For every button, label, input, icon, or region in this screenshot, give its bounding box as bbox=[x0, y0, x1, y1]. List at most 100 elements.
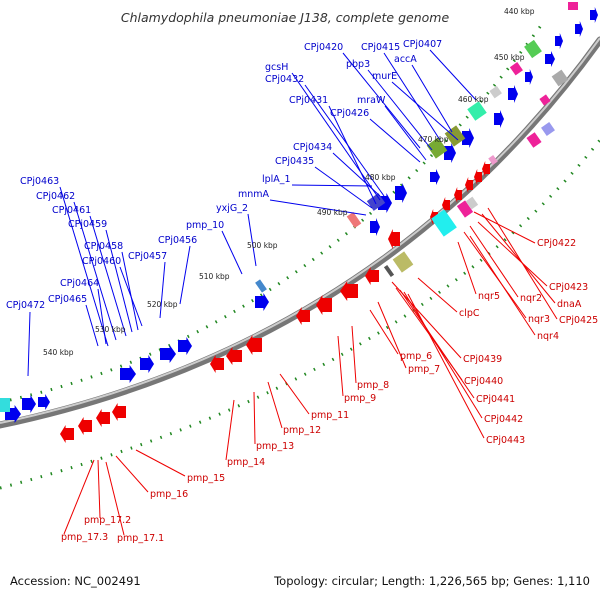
leader-line bbox=[403, 291, 483, 419]
feature-block bbox=[467, 101, 487, 121]
leader-line bbox=[247, 213, 257, 267]
gene-label: pmp_17.2 bbox=[84, 515, 131, 526]
feature-block bbox=[392, 251, 414, 273]
tick-label: 520 kbp bbox=[147, 300, 178, 309]
leader-line bbox=[332, 152, 381, 197]
leader-line bbox=[135, 449, 186, 477]
gene-label: CPj0439 bbox=[463, 354, 502, 365]
map-title: Chlamydophila pneumoniae J138, complete … bbox=[121, 10, 450, 25]
tick-label: 480 kbp bbox=[365, 173, 396, 182]
leader-line bbox=[383, 52, 441, 141]
forward-gene-arrow bbox=[508, 85, 518, 103]
forward-gene-arrow bbox=[430, 169, 440, 185]
gene-label: pbp3 bbox=[346, 59, 370, 70]
leader-line bbox=[225, 399, 235, 461]
forward-gene-arrow bbox=[494, 110, 504, 128]
forward-gene-arrow bbox=[140, 355, 154, 373]
gene-label: CPj0461 bbox=[52, 205, 91, 216]
forward-gene-arrow bbox=[120, 365, 136, 383]
gene-label: accA bbox=[394, 54, 417, 65]
gene-label: CPj0415 bbox=[361, 42, 400, 53]
leader-line bbox=[407, 293, 485, 439]
feature-block bbox=[426, 137, 448, 159]
gene-label: CPj0432 bbox=[265, 74, 304, 85]
forward-gene-arrow bbox=[395, 183, 407, 203]
forward-gene-arrow bbox=[575, 21, 583, 37]
gene-label: CPj0464 bbox=[60, 278, 99, 289]
leader-line bbox=[469, 235, 536, 336]
forward-gene-arrow bbox=[22, 395, 36, 413]
reverse-gene-arrow bbox=[246, 335, 262, 355]
leader-line bbox=[115, 455, 149, 493]
tick-label: 530 kbp bbox=[95, 325, 126, 334]
leader-line bbox=[85, 304, 99, 347]
leader-line bbox=[463, 231, 527, 319]
leader-line bbox=[457, 241, 477, 295]
gene-label: CPj0441 bbox=[476, 394, 515, 405]
leader-line bbox=[105, 229, 133, 333]
accession-text: Accession: NC_002491 bbox=[10, 574, 141, 588]
leader-line bbox=[328, 105, 377, 205]
gene-label: CPj0434 bbox=[293, 142, 332, 153]
leader-line bbox=[279, 373, 310, 415]
gene-label: nqr4 bbox=[537, 331, 559, 342]
leader-line bbox=[367, 69, 433, 151]
leader-line bbox=[73, 201, 117, 341]
gene-label: CPj0443 bbox=[486, 435, 525, 446]
gene-label: clpC bbox=[459, 308, 480, 319]
leader-line bbox=[105, 461, 125, 536]
gene-label: pmp_13 bbox=[256, 441, 294, 452]
leader-line bbox=[417, 277, 458, 313]
reverse-gene-arrow bbox=[482, 161, 490, 177]
tick-label: 460 kbp bbox=[458, 95, 489, 104]
inner-tick-track bbox=[0, 139, 600, 490]
forward-gene-arrow bbox=[444, 143, 456, 163]
gene-label: dnaA bbox=[557, 299, 582, 310]
leader-line bbox=[399, 289, 475, 399]
feature-block bbox=[431, 209, 457, 237]
tick-label: 470 kbp bbox=[418, 135, 449, 144]
gene-label: CPj0459 bbox=[68, 219, 107, 230]
reverse-gene-arrow bbox=[388, 229, 400, 249]
gene-label: pmp_17.1 bbox=[117, 533, 164, 544]
gene-label: pmp_6 bbox=[400, 351, 432, 362]
feature-block bbox=[255, 279, 267, 293]
gene-label: CPj0457 bbox=[128, 251, 167, 262]
leader-line bbox=[269, 199, 367, 216]
gene-label: CPj0472 bbox=[6, 300, 45, 311]
gene-label: CPj0425 bbox=[559, 315, 598, 326]
reverse-genes bbox=[60, 161, 490, 443]
feature-block bbox=[509, 62, 523, 76]
tick-label: 450 kbp bbox=[494, 53, 525, 62]
gene-label: pmp_16 bbox=[150, 489, 188, 500]
reverse-gene-arrow bbox=[78, 417, 92, 435]
feature-block bbox=[541, 122, 555, 136]
leader-line bbox=[314, 166, 373, 209]
forward-gene-arrow bbox=[555, 33, 563, 49]
leader-line bbox=[411, 64, 453, 133]
feature-block bbox=[539, 94, 551, 106]
scale-tick-labels: 440 kbp 450 kbp 460 kbp 470 kbp 480 kbp 490 k… bbox=[43, 7, 535, 357]
leader-line bbox=[121, 251, 139, 331]
feature-block bbox=[456, 200, 474, 218]
forward-gene-arrow bbox=[38, 394, 50, 410]
gene-label: CPj0460 bbox=[82, 256, 121, 267]
feature-block bbox=[444, 125, 466, 147]
reverse-gene-labels: CPj0422 nqr5 CPj0423 nqr2 dnaA nqr3 CPj0425nqr… bbox=[61, 238, 598, 544]
gene-label: CPj0458 bbox=[84, 241, 123, 252]
leader-line bbox=[369, 118, 421, 163]
leader-line bbox=[59, 186, 109, 347]
forward-gene-arrow bbox=[255, 293, 269, 311]
leader-line bbox=[342, 52, 421, 149]
gene-label: CPj0435 bbox=[275, 156, 314, 167]
genome-backbone bbox=[0, 36, 600, 429]
forward-gene-arrow bbox=[545, 51, 555, 67]
gene-label: lplA_1 bbox=[262, 174, 291, 185]
gene-label: CPj0426 bbox=[330, 108, 369, 119]
reverse-gene-arrow bbox=[226, 347, 242, 365]
gene-label: pmp_14 bbox=[227, 457, 265, 468]
leader-line bbox=[487, 207, 558, 320]
reverse-gene-arrow bbox=[465, 177, 473, 193]
feature-block bbox=[489, 85, 502, 99]
feature-block bbox=[526, 132, 542, 148]
